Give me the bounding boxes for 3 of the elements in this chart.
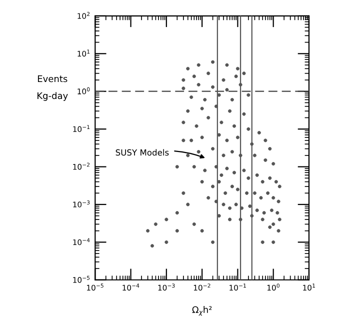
- y-axis-title: Events Kg-day: [38, 75, 68, 101]
- x-axis-title: Ω$_{χ}$h²: [192, 306, 212, 316]
- annotation: SUSY Models: [116, 149, 169, 156]
